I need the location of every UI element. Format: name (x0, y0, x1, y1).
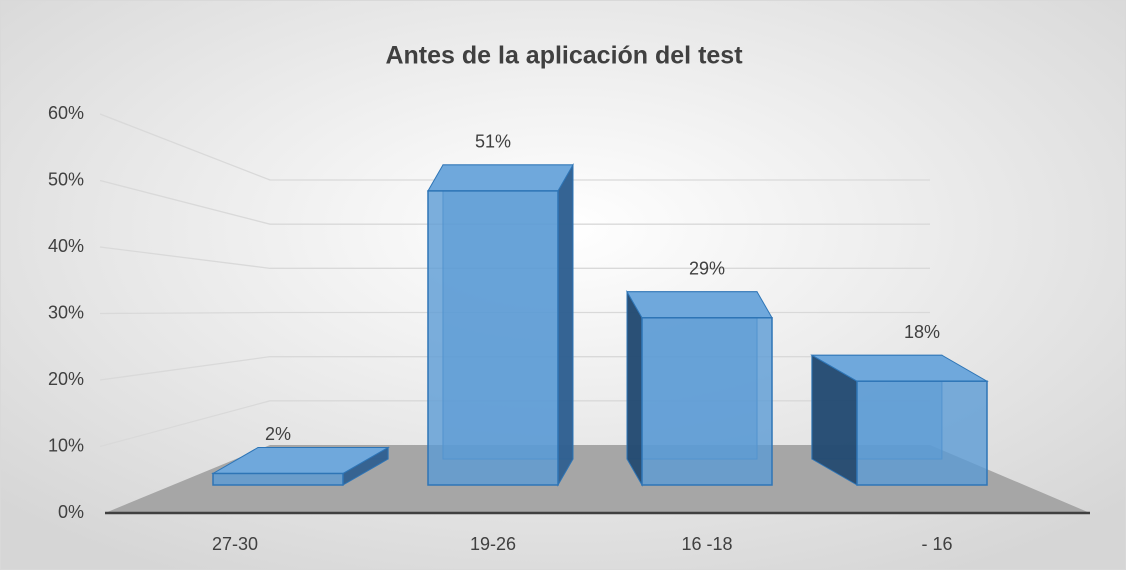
y-tick-label: 50% (48, 169, 84, 189)
x-tick-label: - 16 (921, 534, 952, 554)
value-label: 18% (904, 322, 940, 342)
y-tick-label: 30% (48, 302, 84, 322)
bar-side (557, 163, 574, 487)
value-label: 2% (265, 424, 291, 444)
x-tick-label: 19-26 (470, 534, 516, 554)
bar-side (626, 289, 643, 487)
y-tick-label: 0% (58, 502, 84, 522)
bar (212, 472, 344, 486)
x-tick-label: 27-30 (212, 534, 258, 554)
y-tick-label: 10% (48, 435, 84, 455)
grid-line (99, 246, 930, 269)
grid-line (99, 179, 930, 225)
bar (856, 380, 988, 486)
bar-top (626, 291, 773, 319)
grid-line (99, 113, 930, 181)
value-label: 51% (475, 132, 511, 152)
y-tick-label: 60% (48, 103, 84, 123)
bar-top (427, 164, 574, 192)
x-tick-label: 16 -18 (681, 534, 732, 554)
y-tick-label: 20% (48, 369, 84, 389)
bar (427, 190, 559, 486)
value-label: 29% (689, 259, 725, 279)
bar (641, 317, 773, 486)
y-tick-label: 40% (48, 236, 84, 256)
chart-title: Antes de la aplicación del test (385, 42, 743, 70)
